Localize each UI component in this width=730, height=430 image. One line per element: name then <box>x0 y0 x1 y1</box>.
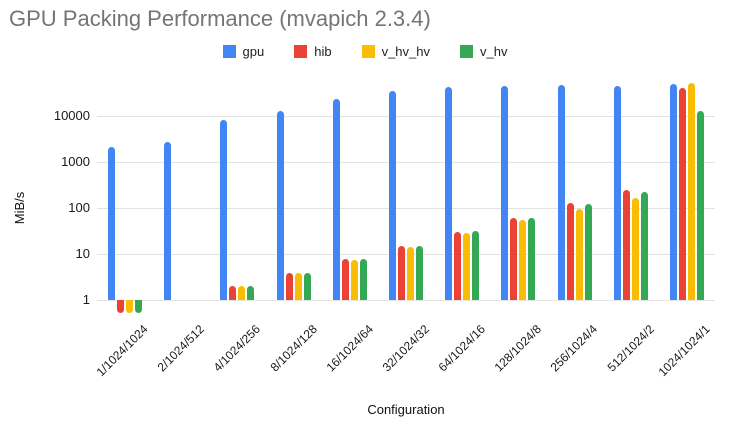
x-tick-label: 128/1024/8 <box>491 322 545 375</box>
x-tick-label: 256/1024/4 <box>548 322 601 375</box>
bar-gpu-8/1024/128[interactable] <box>276 111 284 300</box>
bar-gpu-1024/1024/1[interactable] <box>669 83 677 300</box>
bar-hib-4/1024/256[interactable] <box>229 286 237 300</box>
bar-v_hv-64/1024/16[interactable] <box>472 231 480 300</box>
bar-v_hv-256/1024/4[interactable] <box>584 204 592 300</box>
bar-gpu-32/1024/32[interactable] <box>389 90 396 300</box>
bar-gpu-128/1024/8[interactable] <box>501 86 509 300</box>
bar-gpu-64/1024/16[interactable] <box>445 87 453 300</box>
legend-label: v_hv_hv <box>381 44 430 59</box>
legend-swatch-v_hv_hv <box>361 45 375 58</box>
x-tick-label: 2/1024/512 <box>154 322 208 375</box>
bar-v_hv-8/1024/128[interactable] <box>303 272 311 300</box>
bar-hib-128/1024/8[interactable] <box>510 218 518 300</box>
y-axis-title: MiB/s <box>12 191 27 225</box>
bar-gpu-256/1024/4[interactable] <box>557 85 565 300</box>
bar-hib-16/1024/64[interactable] <box>341 258 349 300</box>
bar-v_hv-512/1024/2[interactable] <box>640 191 648 300</box>
bar-v_hv_hv-256/1024/4[interactable] <box>575 208 583 300</box>
bar-hib-256/1024/4[interactable] <box>566 203 574 300</box>
x-tick-label: 512/1024/2 <box>604 322 657 375</box>
x-tick-label: 8/1024/128 <box>267 322 320 375</box>
bar-hib-32/1024/32[interactable] <box>398 245 405 300</box>
bar-gpu-512/1024/2[interactable] <box>613 86 621 300</box>
y-tick-label: 10000 <box>53 107 90 123</box>
legend-swatch-v_hv <box>460 45 473 58</box>
bar-hib-1024/1024/1[interactable] <box>678 87 686 300</box>
legend-item-gpu: gpu <box>222 44 265 59</box>
chart-title: GPU Packing Performance (mvapich 2.3.4) <box>9 6 431 31</box>
bar-v_hv-4/1024/256[interactable] <box>247 286 255 300</box>
legend-label: v_hv <box>480 44 508 59</box>
legend-item-v_hv: v_hv <box>460 44 507 59</box>
legend-swatch-gpu <box>222 45 236 58</box>
bar-v_hv-128/1024/8[interactable] <box>528 218 536 300</box>
bar-v_hv_hv-128/1024/8[interactable] <box>519 219 527 300</box>
bar-v_hv_hv-64/1024/16[interactable] <box>463 232 471 300</box>
bar-v_hv_hv-16/1024/64[interactable] <box>350 260 358 300</box>
x-tick-label: 64/1024/16 <box>435 322 489 375</box>
gridline <box>97 253 715 255</box>
bar-gpu-4/1024/256[interactable] <box>220 120 228 300</box>
bar-gpu-2/1024/512[interactable] <box>164 141 172 300</box>
bar-gpu-1/1024/1024[interactable] <box>108 146 116 300</box>
y-tick-label: 10 <box>75 245 90 261</box>
bar-gpu-16/1024/64[interactable] <box>332 98 340 300</box>
bar-hib-1/1024/1024[interactable] <box>117 300 125 313</box>
y-tick-label: 1 <box>82 292 90 307</box>
plot-area <box>97 80 715 313</box>
bar-hib-512/1024/2[interactable] <box>622 190 630 300</box>
bar-v_hv_hv-1/1024/1024[interactable] <box>126 300 134 313</box>
x-axis-title: Configuration <box>367 402 445 417</box>
bar-v_hv-1024/1024/1[interactable] <box>696 111 704 300</box>
gridline <box>97 207 715 209</box>
bar-v_hv-1/1024/1024[interactable] <box>135 300 143 313</box>
x-tick-label: 32/1024/32 <box>379 322 432 375</box>
bar-v_hv_hv-1024/1024/1[interactable] <box>687 82 695 300</box>
bar-hib-64/1024/16[interactable] <box>454 231 462 300</box>
legend-swatch-hib <box>294 45 308 58</box>
y-tick-label: 100 <box>68 199 90 215</box>
x-tick-label: 1/1024/1024 <box>93 322 151 380</box>
legend-item-v_hv_hv: v_hv_hv <box>361 44 430 59</box>
bar-v_hv-16/1024/64[interactable] <box>359 258 367 300</box>
gridline <box>97 161 715 163</box>
bar-v_hv_hv-512/1024/2[interactable] <box>631 198 639 300</box>
gridline <box>97 300 715 301</box>
bar-v_hv_hv-8/1024/128[interactable] <box>294 273 302 300</box>
legend-label: gpu <box>242 44 265 59</box>
y-axis: 1 10 100 1000 10000 <box>0 0 90 430</box>
bar-hib-8/1024/128[interactable] <box>285 272 293 300</box>
bar-v_hv_hv-32/1024/32[interactable] <box>407 247 414 300</box>
legend: gpu hib v_hv_hv v_hv <box>0 44 730 59</box>
y-tick-label: 1000 <box>61 153 90 169</box>
gridline <box>97 115 715 117</box>
legend-label: hib <box>314 44 332 59</box>
bar-v_hv-32/1024/32[interactable] <box>416 245 423 300</box>
legend-item-hib: hib <box>294 44 332 59</box>
bar-v_hv_hv-4/1024/256[interactable] <box>238 286 246 300</box>
x-tick-label: 1024/1024/1 <box>655 322 713 380</box>
x-tick-label: 16/1024/64 <box>323 322 376 375</box>
x-tick-label: 4/1024/256 <box>210 322 264 375</box>
